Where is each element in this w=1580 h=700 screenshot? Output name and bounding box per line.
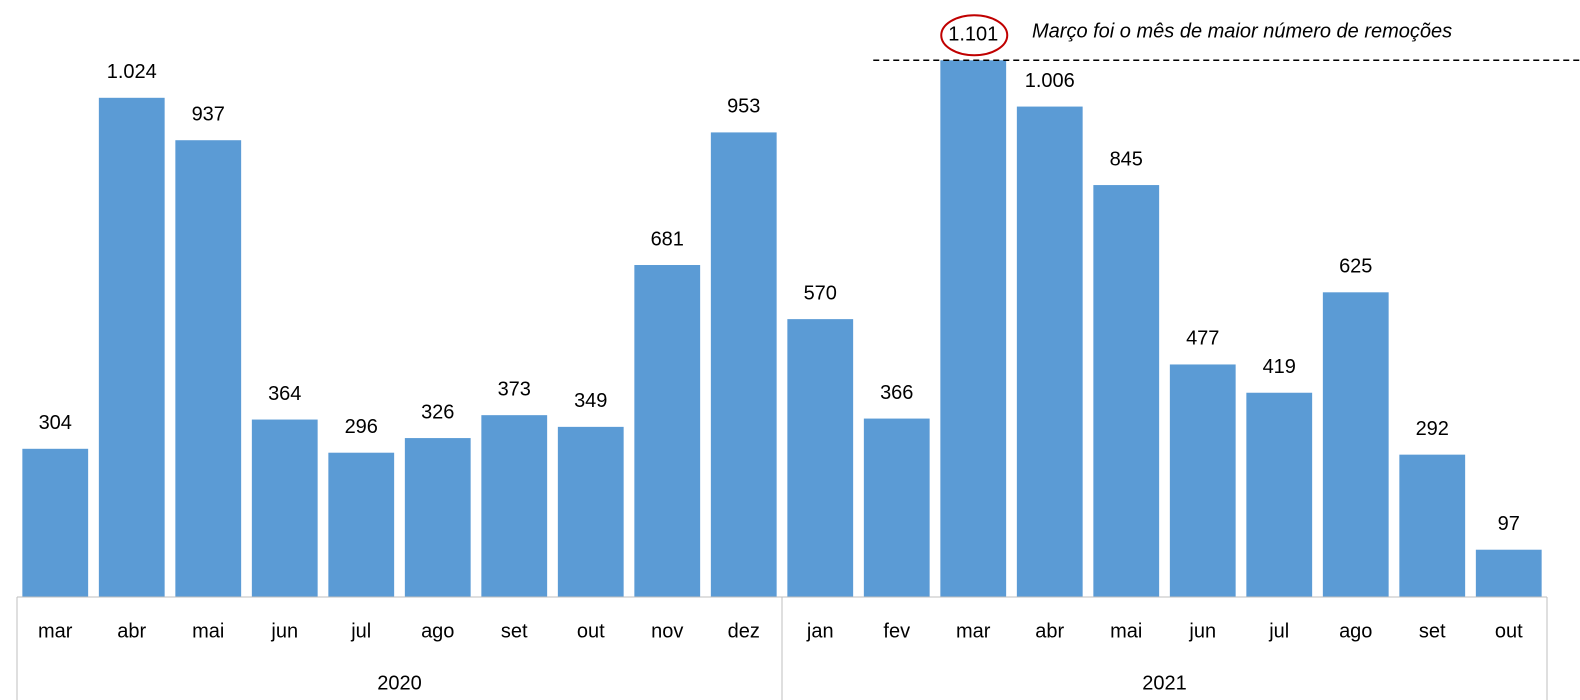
value-label: 570	[804, 282, 837, 304]
bar	[1093, 185, 1160, 597]
value-label: 937	[192, 103, 225, 125]
value-label: 296	[345, 416, 378, 438]
bar	[251, 419, 318, 597]
x-tick-label: jul	[1268, 620, 1289, 642]
bar	[1169, 364, 1236, 597]
value-label: 366	[880, 382, 913, 404]
value-label: 1.024	[107, 61, 157, 83]
x-tick-label: fev	[883, 620, 910, 642]
x-tick-label: mai	[192, 620, 224, 642]
bar	[175, 140, 242, 597]
x-tick-label: ago	[421, 620, 454, 642]
x-tick-label: set	[501, 620, 528, 642]
value-label: 349	[574, 390, 607, 412]
highlight-circle	[940, 14, 1009, 57]
x-tick-label: dez	[728, 620, 760, 642]
value-label: 625	[1339, 256, 1372, 278]
value-label: 97	[1498, 513, 1520, 535]
group-label: 2021	[1142, 672, 1187, 694]
value-label: 1.101	[948, 24, 998, 46]
bar	[1475, 549, 1542, 597]
bar	[1322, 292, 1389, 597]
bar	[1016, 106, 1083, 597]
value-label: 292	[1416, 418, 1449, 440]
value-label: 681	[651, 228, 684, 250]
bar	[787, 319, 854, 597]
bar	[22, 448, 89, 597]
group-label: 2020	[377, 672, 422, 694]
bar	[863, 418, 930, 597]
value-label: 364	[268, 383, 301, 405]
value-label: 304	[39, 412, 72, 434]
x-tick-label: abr	[117, 620, 146, 642]
annotation-text: Março foi o mês de maior número de remoç…	[1032, 21, 1452, 43]
x-tick-label: jun	[1188, 620, 1216, 642]
x-tick-label: mai	[1110, 620, 1142, 642]
x-tick-label: mar	[956, 620, 991, 642]
value-label: 845	[1110, 148, 1143, 170]
value-label: 326	[421, 401, 454, 423]
bar	[1246, 392, 1313, 597]
value-label: 419	[1263, 356, 1296, 378]
value-label: 373	[498, 378, 531, 400]
x-tick-label: nov	[651, 620, 683, 642]
x-tick-label: abr	[1035, 620, 1064, 642]
x-tick-label: out	[577, 620, 605, 642]
x-tick-label: jan	[806, 620, 834, 642]
bar	[1399, 454, 1466, 597]
bar	[710, 132, 777, 597]
x-tick-label: out	[1495, 620, 1523, 642]
bar	[940, 60, 1007, 597]
x-tick-label: ago	[1339, 620, 1372, 642]
bar	[481, 415, 548, 597]
bar	[98, 97, 165, 598]
bar	[557, 426, 624, 597]
x-tick-label: jul	[350, 620, 371, 642]
x-tick-label: mar	[38, 620, 73, 642]
value-label: 1.006	[1025, 70, 1075, 92]
bar	[634, 265, 701, 597]
value-label: 953	[727, 96, 760, 118]
x-tick-label: set	[1419, 620, 1446, 642]
value-label: 477	[1186, 328, 1219, 350]
x-tick-label: jun	[270, 620, 298, 642]
bar	[404, 438, 471, 597]
bar	[328, 452, 395, 597]
